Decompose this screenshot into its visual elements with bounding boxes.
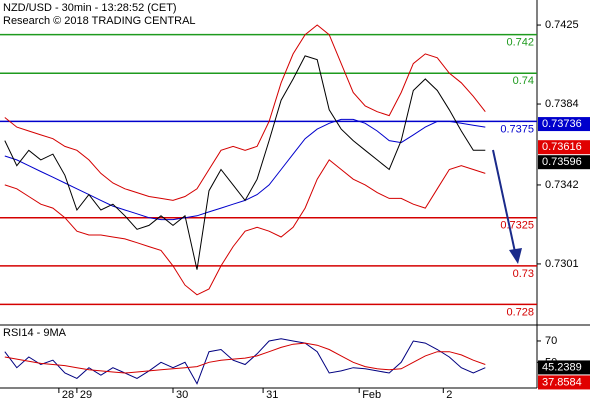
series-line <box>4 55 486 270</box>
series-line <box>4 159 486 296</box>
price-box-label: 0.73596 <box>542 156 582 168</box>
level-label: 0.728 <box>506 306 534 318</box>
x-tick-label: 30 <box>176 389 188 400</box>
chart-title: NZD/USD - 30min - 13:28:52 (CET) <box>3 2 177 14</box>
price-box <box>538 140 590 155</box>
level-label: 0.7325 <box>500 220 534 232</box>
x-tick-label: 2 <box>446 389 452 400</box>
level-label: 0.7375 <box>500 123 534 135</box>
y-tick-label: 70 <box>545 335 557 347</box>
price-box-label: 0.73736 <box>542 118 582 130</box>
x-tick-label: Feb <box>362 389 381 400</box>
x-tick-label: 31 <box>266 389 278 400</box>
series-line <box>4 338 486 385</box>
x-tick-label: 29 <box>80 389 92 400</box>
level-label: 0.742 <box>506 37 534 49</box>
arrow-shaft <box>492 149 516 253</box>
forecast-arrow <box>492 149 522 264</box>
series-line <box>4 24 486 201</box>
chart-subtitle: Research © 2018 TRADING CENTRAL <box>3 15 196 27</box>
price-box <box>538 117 590 132</box>
level-label: 0.74 <box>513 75 534 87</box>
y-tick-label: 0.7301 <box>545 258 579 270</box>
price-box-label: 37.8584 <box>542 376 582 388</box>
y-tick-label: 0.7384 <box>545 98 579 110</box>
x-tick-label: 28 <box>62 389 74 400</box>
price-box <box>538 155 590 170</box>
arrow-head <box>509 248 522 264</box>
y-tick-label: 0.7342 <box>545 179 579 191</box>
price-box-label: 45.2389 <box>542 361 582 373</box>
series-line <box>4 342 486 374</box>
price-box <box>538 360 590 375</box>
price-box-label: 0.73616 <box>542 141 582 153</box>
y-tick-label: 0.7425 <box>545 19 579 31</box>
level-label: 0.73 <box>513 268 534 280</box>
price-box <box>538 375 590 390</box>
rsi-title: RSI14 - 9MA <box>3 327 67 339</box>
